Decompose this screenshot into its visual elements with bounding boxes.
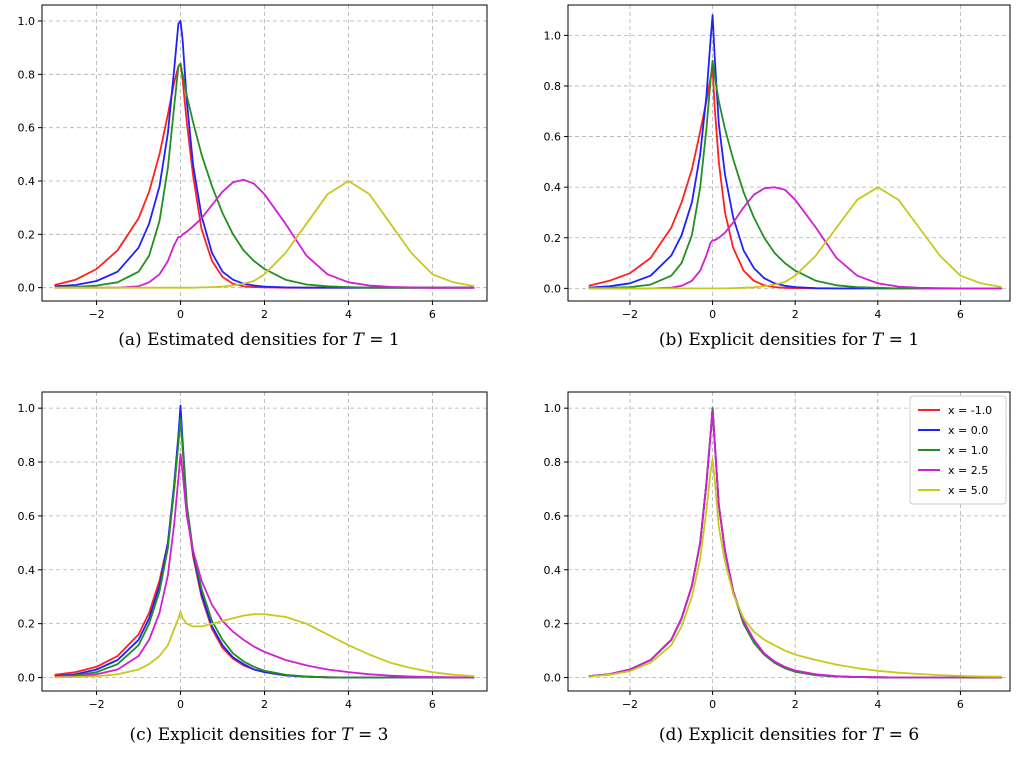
y-tick-label: 1.0 <box>18 15 36 28</box>
x-tick-label: 2 <box>261 308 268 321</box>
y-tick-label: 0.8 <box>544 456 562 469</box>
panel-caption: (c) Explicit densities for T = 3 <box>130 725 389 745</box>
y-tick-label: 0.2 <box>18 618 36 631</box>
x-tick-label: 2 <box>261 698 268 711</box>
y-tick-label: 0.0 <box>544 672 562 685</box>
x-tick-label: 4 <box>345 698 352 711</box>
series-line-5 <box>588 458 1002 678</box>
chart-panel-4: −2 0 2 4 6 0.0 0.2 0.4 0.6 0.8 1.0 (d) Explicit den… <box>544 391 1011 745</box>
x-tick-label: 4 <box>874 308 881 321</box>
series-line-4 <box>54 453 475 679</box>
series-line-3 <box>54 62 475 289</box>
chart-panel-2: −2 0 2 4 6 0.0 0.2 0.4 0.6 0.8 1.0 (b) Explicit den… <box>544 4 1011 350</box>
x-tick-label: −2 <box>88 308 104 321</box>
panel-caption: (a) Estimated densities for T = 1 <box>118 330 399 350</box>
x-tick-label: 2 <box>792 698 799 711</box>
y-tick-label: 0.8 <box>544 80 562 93</box>
y-tick-label: 0.6 <box>18 510 36 523</box>
panel-caption: (d) Explicit densities for T = 6 <box>659 725 919 745</box>
axes-frame <box>567 4 1011 302</box>
y-tick-label: 0.8 <box>18 68 36 81</box>
y-tick-label: 0.0 <box>18 282 36 295</box>
y-tick-label: 0.4 <box>18 175 36 188</box>
legend-label: x = -1.0 <box>948 404 992 417</box>
x-tick-label: 6 <box>957 308 964 321</box>
series-line-3 <box>54 417 475 679</box>
series-line-4 <box>588 409 1002 679</box>
x-tick-label: −2 <box>622 698 638 711</box>
x-tick-label: 6 <box>429 308 436 321</box>
y-tick-label: 0.8 <box>18 456 36 469</box>
series-line-5 <box>588 186 1002 290</box>
series-line-3 <box>588 59 1002 290</box>
x-tick-label: −2 <box>88 698 104 711</box>
legend: x = -1.0 x = 0.0 x = 1.0 x = 2.5 x = 5.0 <box>909 395 1007 505</box>
y-tick-label: 0.4 <box>544 564 562 577</box>
x-tick-label: 2 <box>792 308 799 321</box>
y-tick-label: 0.6 <box>544 131 562 144</box>
y-tick-label: 0.6 <box>18 122 36 135</box>
y-tick-label: 0.2 <box>544 232 562 245</box>
x-tick-label: −2 <box>622 308 638 321</box>
series-line-4 <box>54 178 475 289</box>
chart-panel-1: −2 0 2 4 6 0.0 0.2 0.4 0.6 0.8 1.0 (a) Estimated de… <box>18 4 488 350</box>
series-line-5 <box>54 610 475 679</box>
legend-label: x = 1.0 <box>948 444 988 457</box>
y-tick-label: 1.0 <box>18 402 36 415</box>
series-line-5 <box>54 180 475 289</box>
axes-frame <box>567 391 1011 692</box>
y-tick-label: 0.6 <box>544 510 562 523</box>
y-tick-label: 0.4 <box>18 564 36 577</box>
legend-box <box>909 395 1007 505</box>
series-line-4 <box>588 186 1002 290</box>
legend-label: x = 2.5 <box>948 464 988 477</box>
x-tick-label: 0 <box>709 308 716 321</box>
y-tick-label: 1.0 <box>544 29 562 42</box>
y-tick-label: 0.4 <box>544 181 562 194</box>
x-tick-label: 0 <box>177 308 184 321</box>
y-tick-label: 1.0 <box>544 402 562 415</box>
x-tick-label: 0 <box>177 698 184 711</box>
y-tick-label: 0.2 <box>544 618 562 631</box>
y-tick-label: 0.2 <box>18 228 36 241</box>
legend-label: x = 5.0 <box>948 484 988 497</box>
y-tick-label: 0.0 <box>544 282 562 295</box>
x-tick-label: 0 <box>709 698 716 711</box>
y-tick-label: 0.0 <box>18 672 36 685</box>
x-tick-label: 4 <box>874 698 881 711</box>
x-tick-label: 4 <box>345 308 352 321</box>
panel-caption: (b) Explicit densities for T = 1 <box>659 330 919 350</box>
legend-label: x = 0.0 <box>948 424 988 437</box>
chart-panel-3: −2 0 2 4 6 0.0 0.2 0.4 0.6 0.8 1.0 (c) Explicit den… <box>18 391 488 745</box>
x-tick-label: 6 <box>429 698 436 711</box>
x-tick-label: 6 <box>957 698 964 711</box>
